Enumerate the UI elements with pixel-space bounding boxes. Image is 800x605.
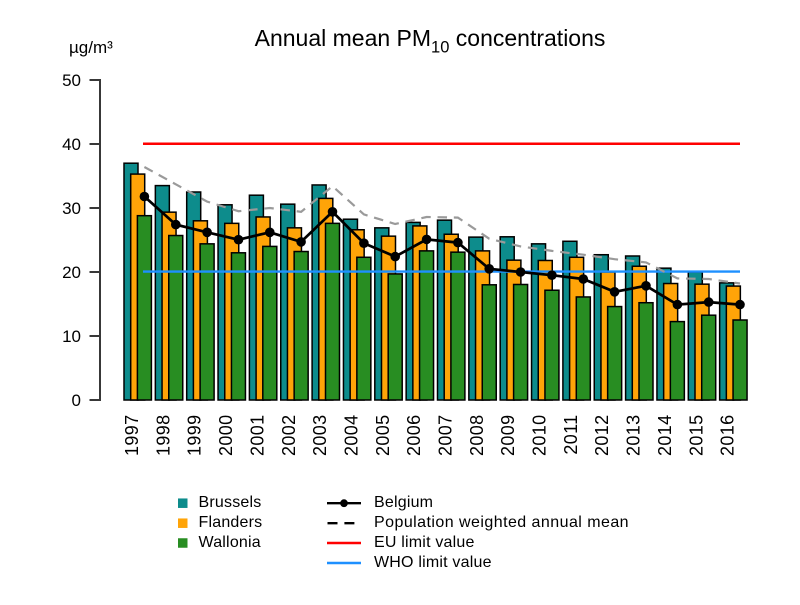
svg-text:1997: 1997 [122,415,142,456]
svg-text:2001: 2001 [247,415,267,456]
svg-text:10: 10 [62,327,81,346]
svg-text:EU limit value: EU limit value [374,534,475,551]
svg-text:30: 30 [62,199,81,218]
svg-text:2013: 2013 [624,415,644,456]
svg-text:2002: 2002 [279,415,299,456]
svg-text:2011: 2011 [561,415,581,455]
svg-text:2016: 2016 [718,415,738,456]
svg-text:2008: 2008 [467,415,487,456]
svg-text:2009: 2009 [498,415,518,456]
svg-text:2005: 2005 [373,415,393,456]
svg-text:50: 50 [62,71,81,90]
svg-text:2006: 2006 [404,415,424,456]
svg-text:1999: 1999 [185,415,205,456]
svg-text:2000: 2000 [216,415,236,456]
svg-text:1998: 1998 [153,415,173,456]
svg-text:2004: 2004 [342,415,362,456]
svg-text:2015: 2015 [686,415,706,456]
svg-text:2003: 2003 [310,415,330,456]
svg-text:2012: 2012 [592,415,612,456]
svg-text:Wallonia: Wallonia [199,534,261,551]
svg-text:40: 40 [62,135,81,154]
svg-text:2010: 2010 [530,415,550,456]
svg-text:WHO limit value: WHO limit value [374,554,492,571]
svg-text:µg/m³: µg/m³ [69,38,113,57]
svg-text:Flanders: Flanders [199,514,263,531]
svg-text:2014: 2014 [655,415,675,456]
svg-text:0: 0 [72,391,81,410]
svg-text:Belgium: Belgium [374,494,433,511]
svg-text:2007: 2007 [436,415,456,456]
svg-text:Brussels: Brussels [199,494,262,511]
svg-text:20: 20 [62,263,81,282]
svg-text:Population weighted annual mea: Population weighted annual mean [374,514,629,531]
